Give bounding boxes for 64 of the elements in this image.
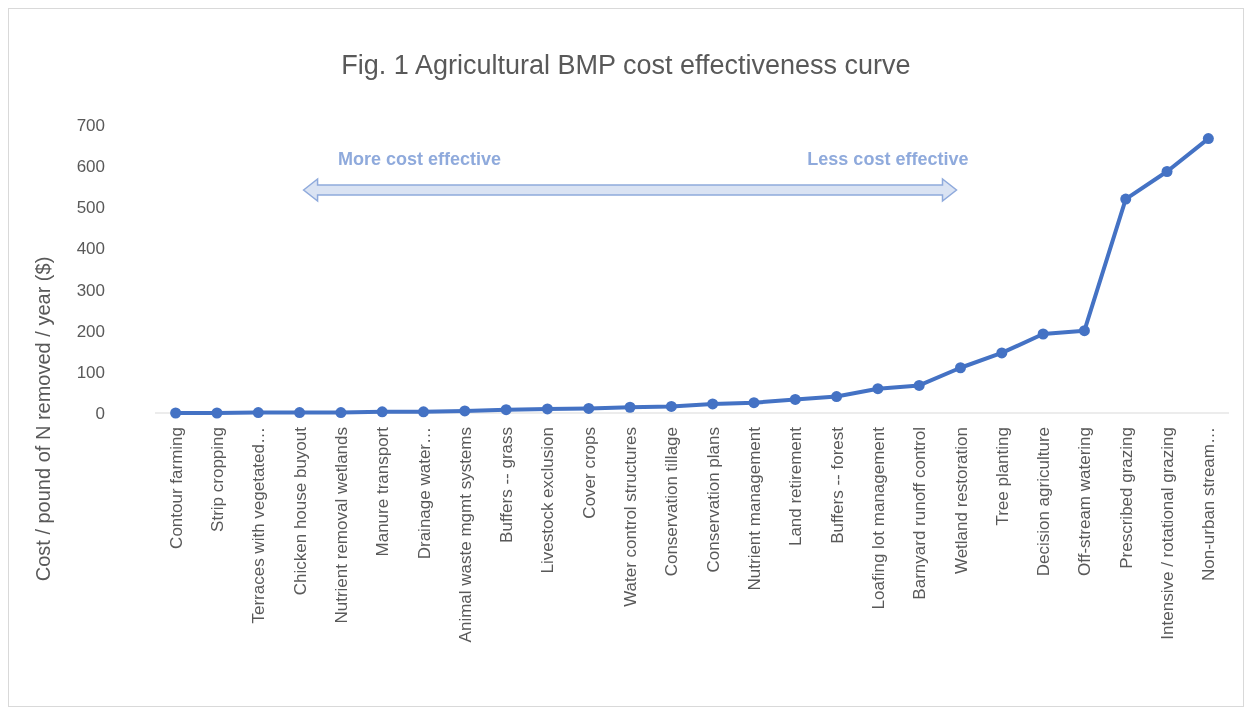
x-tick-label: Water control structures [621,427,641,607]
point [707,398,719,410]
y-tick-label: 400 [76,239,105,259]
y-tick-label: 200 [76,321,105,341]
point [583,402,595,414]
point [335,407,347,419]
point [541,403,553,415]
x-tick-label: Conservation tillage [662,427,682,577]
chart-title: Fig. 1 Agricultural BMP cost effectiveness curve [341,50,911,80]
x-tick-label: Drainage water… [414,427,434,560]
point [294,407,306,419]
x-tick-label: Animal waste mgmt systems [455,427,475,643]
x-tick-label: Decision agriculture [1034,427,1054,577]
x-tick-label: Strip cropping [207,427,227,532]
point [376,406,388,418]
x-tick-label: Chicken house buyout [290,426,310,596]
point [996,347,1008,359]
y-tick-label: 300 [76,280,105,300]
x-tick-label: Wetland restoration [951,427,971,575]
y-tick-label: 500 [76,198,105,218]
point [1078,325,1090,337]
point [913,379,925,391]
y-tick-label: 0 [95,403,105,423]
x-tick-label: Cover crops [579,427,599,519]
x-tick-label: Land retirement [786,426,806,547]
point [170,407,182,419]
x-tick-label: Livestock exclusion [538,427,558,574]
point [955,362,966,374]
x-tick-label: Nutrient removal wetlands [331,427,351,624]
point [665,400,677,412]
x-tick-label: Contour farming [166,427,186,549]
x-tick-label: Nutrient management [744,426,764,591]
point [252,407,264,419]
point [459,405,471,417]
x-tick-label: Off-stream watering [1075,427,1095,576]
annotation: Less cost effective [807,149,969,169]
point [748,397,760,409]
point [1202,133,1214,145]
x-tick-label: Manure transport [373,426,393,557]
point [1037,328,1049,340]
y-tick-label: 700 [76,115,105,135]
point [872,383,884,395]
x-tick-label: Prescribed grazing [1116,427,1136,569]
x-tick-label: Conservation plans [703,427,723,573]
point [1120,193,1132,205]
x-tick-label: Barnyard runoff control [910,427,930,600]
x-tick-label: Buffers -- forest [827,426,847,544]
point [624,401,636,413]
x-tick-label: Non-urban stream… [1199,427,1219,582]
y-tick-label: 600 [76,157,105,177]
point [500,404,512,416]
x-tick-label: Intensive / rotational grazing [1158,427,1178,640]
x-tick-label: Tree planting [992,427,1012,526]
point [789,393,801,405]
y-tick-label: 100 [76,362,105,382]
y-axis-title: Cost / pound of N removed / year ($) [32,256,54,582]
point [418,406,429,418]
x-tick-label: Terraces with vegetated… [249,427,269,624]
point [1161,165,1173,177]
annotation: More cost effective [337,149,502,169]
point [211,407,223,419]
x-tick-label: Buffers -- grass [497,427,517,543]
point [831,391,843,403]
x-tick-label: Loafing lot management [868,426,888,610]
